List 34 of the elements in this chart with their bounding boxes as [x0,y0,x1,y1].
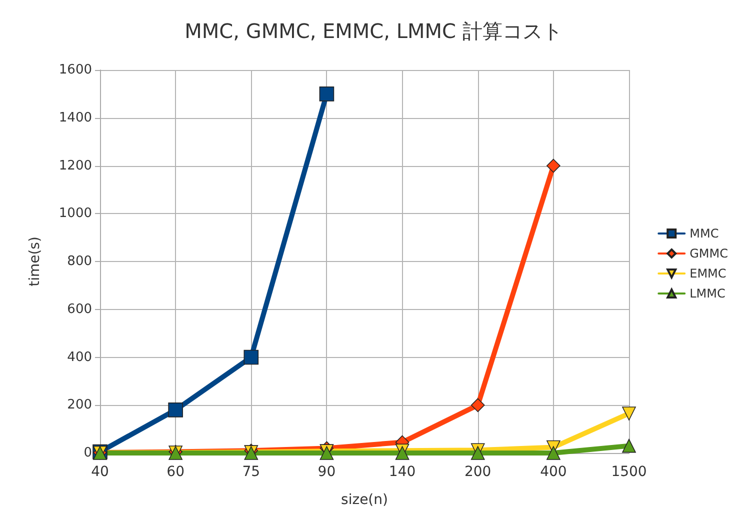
x-tick-label: 400 [540,464,567,480]
x-tick-label: 140 [388,464,416,480]
legend-label: EMMC [690,266,726,280]
legend-label: LMMC [690,286,726,300]
point [470,398,485,412]
x-tick-label: 40 [91,464,109,480]
point [319,86,334,102]
point [244,350,259,365]
point [622,406,636,420]
x-tick-label: 90 [318,464,336,480]
y-tick-label: 0 [84,446,92,460]
y-tick-label: 600 [67,302,92,317]
x-axis-title: size(n) [341,492,388,508]
legend-label: GMMC [690,246,728,260]
point [546,158,560,173]
y-tick-label: 1400 [58,110,92,126]
y-tick-label: 200 [67,398,92,413]
chart-title: MMC, GMMC, EMMC, LMMC 計算コスト [184,19,562,43]
y-tick-label: 1200 [58,158,92,174]
point [168,402,183,418]
y-tick-label: 400 [67,350,92,365]
x-tick-label: 60 [166,464,184,480]
point [395,446,410,460]
point [546,446,560,460]
point [470,446,485,460]
legend-label: MMC [690,226,719,240]
point [622,438,636,453]
y-tick-label: 1000 [58,206,92,222]
y-tick-label: 800 [67,254,92,269]
x-tick-label: 200 [464,464,492,480]
x-tick-label: 75 [242,464,260,480]
y-axis-title: time(s) [27,236,43,286]
y-tick-label: 1600 [58,62,92,78]
x-tick-label: 1500 [611,464,647,480]
